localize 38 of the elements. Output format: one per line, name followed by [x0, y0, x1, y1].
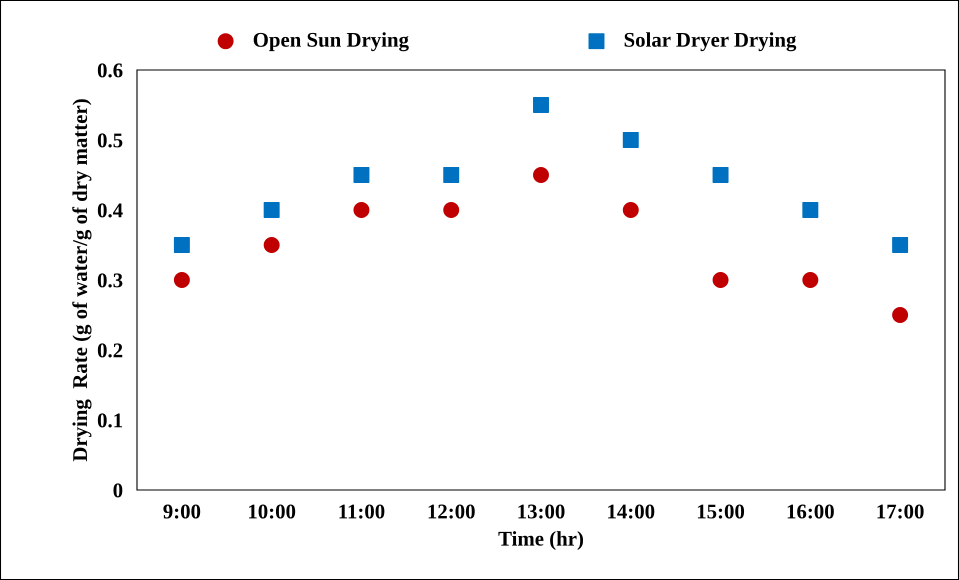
point — [622, 202, 639, 218]
point — [892, 307, 908, 323]
y-tick-label: 0.1 — [98, 413, 122, 428]
point — [533, 97, 549, 113]
y-axis-title: Drying Rate (g of water/g of dry matter) — [72, 99, 92, 462]
y-tick-label: 0.5 — [98, 133, 122, 148]
x-tick-label: 9:00 — [163, 504, 200, 519]
x-tick-label: 13:00 — [518, 504, 565, 519]
point — [712, 167, 729, 183]
point — [264, 237, 280, 253]
x-tick-label: 14:00 — [608, 504, 654, 519]
point — [892, 237, 908, 253]
point — [174, 237, 190, 253]
point — [622, 132, 639, 148]
x-tick-label: 15:00 — [698, 504, 744, 519]
x-tick-label: 16:00 — [788, 504, 834, 519]
point — [174, 272, 190, 288]
point — [443, 202, 460, 218]
point — [353, 167, 370, 183]
x-tick-label: 11:00 — [339, 504, 384, 519]
y-tick-label: 0.2 — [98, 343, 122, 358]
y-tick-label: 0.4 — [98, 203, 123, 218]
x-tick-label: 12:00 — [428, 504, 475, 519]
point — [802, 272, 818, 288]
y-tick-label: 0.6 — [98, 63, 122, 78]
point — [533, 167, 549, 183]
x-tick-label: 10:00 — [249, 504, 296, 519]
x-tick-label: 17:00 — [877, 504, 924, 519]
point — [802, 202, 818, 218]
point — [264, 202, 280, 218]
legend-label: Solar Dryer Drying — [624, 32, 796, 52]
point — [712, 272, 729, 288]
y-tick-label: 0 — [113, 483, 122, 498]
legend-label: Open Sun Drying — [254, 32, 409, 52]
point — [353, 202, 370, 218]
point — [443, 167, 460, 183]
x-axis-title: Time (hr) — [498, 531, 584, 550]
y-tick-label: 0.3 — [98, 273, 122, 288]
